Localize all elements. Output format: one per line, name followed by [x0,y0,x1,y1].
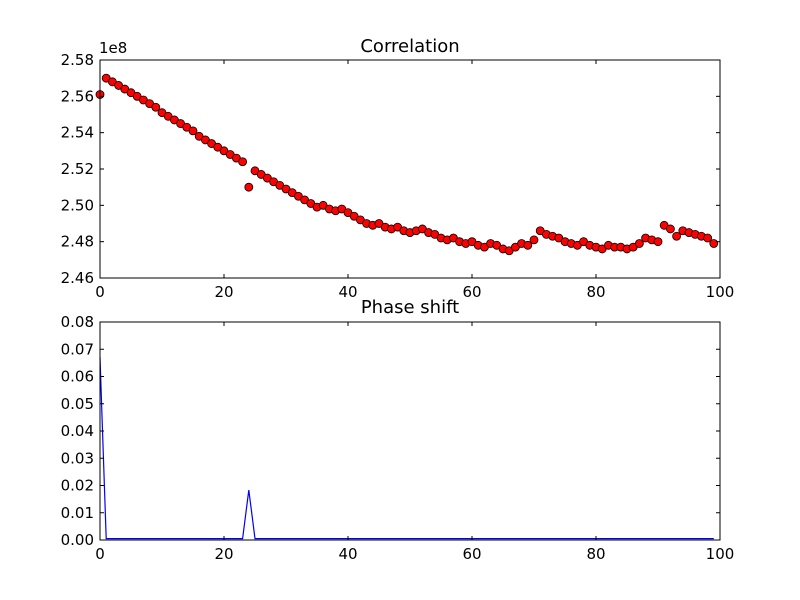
correlation-point [709,239,719,248]
phase-shift-y-tick-label: 0.08 [61,313,94,331]
phase-shift-y-tick-label: 0.02 [61,477,94,495]
correlation-point [635,239,644,248]
correlation-x-tick-label: 80 [586,283,605,301]
phase-shift-y-tick-label: 0.07 [61,340,94,358]
correlation-point [151,102,161,112]
correlation-ticks: 0 20 40 60 80 100 2.46 2.48 2.50 2.52 2.54 2.56 2.58 [61,51,735,301]
correlation-y-tick-label: 2.46 [61,269,94,287]
phase-shift-y-tick-label: 0.03 [61,449,94,467]
phase-shift-y-tick-label: 0.00 [61,531,94,549]
correlation-x-tick-label: 40 [338,283,357,301]
correlation-point [523,240,533,250]
correlation-x-tick-label: 100 [706,283,735,301]
correlation-point [188,126,198,136]
correlation-y-tick-label: 2.56 [61,87,94,105]
correlation-title: Correlation [360,36,459,57]
phase-shift-title: Phase shift [361,297,459,318]
correlation-point [238,157,248,167]
correlation-y-tick-label: 2.58 [61,51,94,69]
correlation-point [666,224,675,234]
correlation-y-tick-label: 2.50 [61,196,94,214]
correlation-point [244,182,254,192]
correlation-subplot: Correlation 1e8 0 20 40 60 80 100 2.46 2.48 2.50… [61,36,735,301]
correlation-y-tick-label: 2.52 [61,160,94,178]
correlation-point [653,237,663,247]
phase-shift-x-tick-label: 20 [214,545,233,563]
correlation-plot-frame [99,59,721,279]
correlation-point [703,233,712,243]
phase-shift-line [99,357,714,540]
phase-shift-y-tick-label: 0.04 [61,422,94,440]
correlation-y-tick-label: 2.48 [61,233,94,251]
correlation-x-tick-label: 0 [95,283,105,301]
phase-shift-x-tick-label: 0 [95,545,105,563]
phase-shift-x-tick-label: 80 [586,545,605,563]
correlation-y-tick-label: 2.54 [61,124,94,142]
phase-shift-x-tick-label: 40 [338,545,357,563]
phase-shift-y-tick-label: 0.06 [61,368,94,386]
phase-shift-y-tick-label: 0.01 [61,504,94,522]
phase-shift-x-tick-label: 100 [706,545,735,563]
correlation-x-tick-label: 20 [214,283,233,301]
correlation-marks [95,73,719,256]
phase-shift-x-tick-label: 60 [462,545,481,563]
phase-shift-ticks: 0 20 40 60 80 100 0.00 0.01 0.02 0.03 0.04 0.05 0.06… [61,313,735,563]
phase-shift-y-tick-label: 0.05 [61,395,94,413]
correlation-point [529,235,539,245]
phase-shift-subplot: Phase shift 0 20 40 60 80 100 0.00 0.01 0.02 0.03… [61,297,735,563]
correlation-point [672,231,681,241]
phase-shift-plot-frame [99,321,721,541]
correlation-x-tick-label: 60 [462,283,481,301]
phase-shift-marks [99,357,714,540]
correlation-offset-label: 1e8 [99,39,127,57]
